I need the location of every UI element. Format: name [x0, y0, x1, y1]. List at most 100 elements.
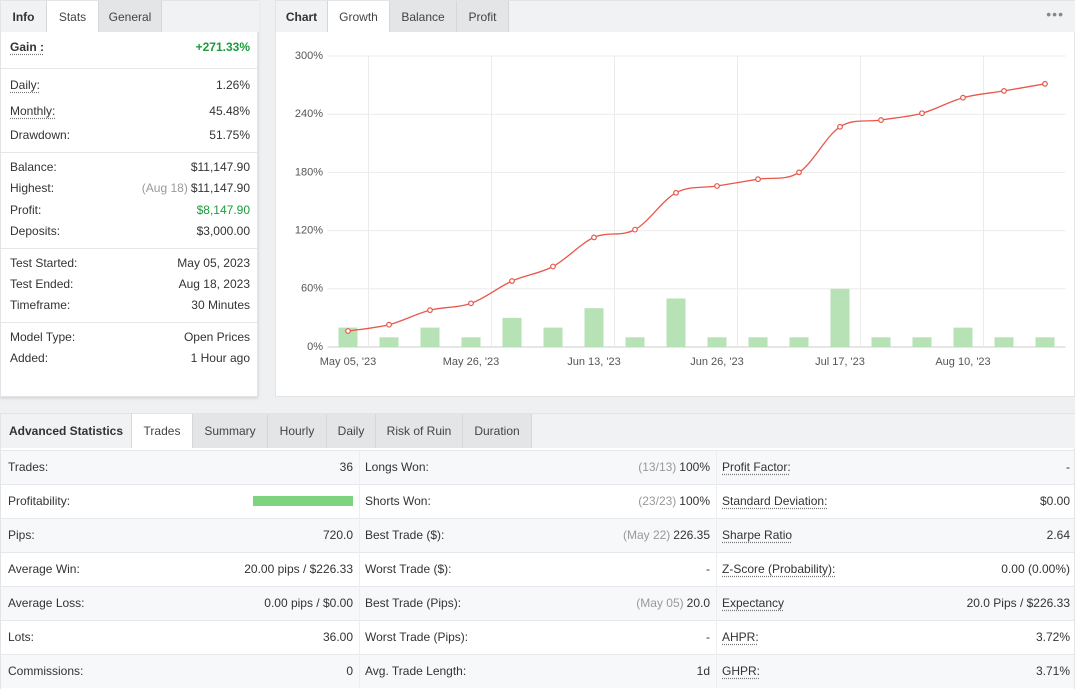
note: (Aug 18): [141, 181, 188, 195]
stat-row: Profit: $8,147.90: [10, 201, 250, 219]
value: +271.33%: [196, 40, 250, 54]
cell: Sharpe Ratio 2.64: [722, 518, 1070, 552]
point: [755, 176, 761, 183]
separator: [1, 322, 257, 323]
bar: [994, 337, 1014, 347]
cell: Best Trade (Pips): (May 05) 20.0: [365, 586, 710, 620]
cell: Commissions: 0: [8, 654, 353, 688]
tab[interactable]: Balance: [390, 1, 457, 32]
cell-label: Average Loss:: [8, 596, 85, 610]
bar: [625, 337, 645, 347]
value-text: $11,147.90: [190, 160, 250, 174]
tab[interactable]: Stats: [47, 1, 99, 32]
cell: Pips: 720.0: [8, 518, 353, 552]
value-text: 226.35: [673, 528, 710, 542]
point: [960, 94, 966, 101]
col-sep: [359, 620, 360, 654]
value: Aug 18, 2023: [179, 277, 250, 291]
point: [386, 321, 392, 328]
stat-label: Drawdown:: [10, 128, 71, 142]
stat-row: Daily: 1.26%: [10, 76, 250, 94]
table-row: [1, 484, 1074, 518]
menu-icon[interactable]: •••: [1046, 6, 1064, 22]
value-text: 720.0: [322, 528, 353, 542]
tab[interactable]: Risk of Ruin: [376, 414, 463, 448]
cell-label: Profit Factor:: [722, 460, 791, 474]
value: 1 Hour ago: [191, 351, 250, 365]
value-text: 36.00: [322, 630, 353, 644]
separator: [1, 152, 257, 153]
y-tick-label: 300%: [295, 50, 323, 62]
cell: Standard Deviation: $0.00: [722, 484, 1070, 518]
cell-label: Pips:: [8, 528, 35, 542]
col-sep: [716, 450, 717, 484]
point: [632, 226, 638, 233]
cell: Worst Trade ($): -: [365, 552, 710, 586]
value: 0: [346, 664, 353, 678]
value: 36.00: [323, 630, 353, 644]
cell-label: Shorts Won:: [365, 494, 431, 508]
cell-label: Trades:: [8, 460, 49, 474]
point: [427, 307, 433, 314]
cell: Longs Won: (13/13) 100%: [365, 450, 710, 484]
point: [468, 300, 474, 307]
line: [347, 83, 1046, 332]
cell: Trades: 36: [8, 450, 353, 484]
stat-row: Balance: $11,147.90: [10, 158, 250, 176]
tab[interactable]: Summary: [193, 414, 268, 448]
bar: [912, 337, 932, 347]
tab[interactable]: Duration: [463, 414, 532, 448]
point: [714, 183, 720, 189]
cell-label: GHPR:: [722, 664, 761, 678]
tab[interactable]: Growth: [328, 1, 390, 32]
point: [878, 117, 884, 123]
value-text: $3,000.00: [196, 224, 250, 238]
tab[interactable]: Hourly: [268, 414, 327, 448]
stat-label: Timeframe:: [10, 298, 71, 312]
bar: [502, 317, 522, 347]
y-tick-label: 120%: [295, 225, 323, 237]
value-text: $8,147.90: [196, 203, 250, 217]
value: (May 22) 226.35: [623, 528, 710, 542]
tab[interactable]: General: [99, 1, 162, 32]
bar: [1035, 337, 1055, 347]
bar: [748, 337, 768, 347]
point: [796, 169, 802, 176]
point: [550, 263, 556, 270]
col-sep: [716, 654, 717, 688]
cell-label: Avg. Trade Length:: [365, 664, 467, 678]
tab[interactable]: Trades: [132, 414, 193, 448]
stat-row: Added: 1 Hour ago: [10, 349, 250, 367]
stat-label: Model Type:: [10, 330, 76, 344]
col-sep: [359, 484, 360, 518]
tab[interactable]: Daily: [327, 414, 376, 448]
value: 2.64: [1047, 528, 1070, 542]
cell: Shorts Won: (23/23) 100%: [365, 484, 710, 518]
value: (13/13) 100%: [638, 460, 710, 474]
stat-label: Daily:: [10, 78, 41, 92]
value-text: 45.48%: [209, 104, 250, 118]
stat-row: Drawdown: 51.75%: [10, 126, 250, 144]
value-text: 100%: [679, 494, 710, 508]
cell-label: Sharpe Ratio: [722, 528, 793, 542]
col-sep: [716, 620, 717, 654]
value-text: 100%: [679, 460, 710, 474]
cell-label: Worst Trade ($):: [365, 562, 452, 576]
col-sep: [359, 450, 360, 484]
panel-title: Advanced Statistics: [1, 414, 132, 448]
col-sep: [359, 654, 360, 688]
stat-row: Test Ended: Aug 18, 2023: [10, 275, 250, 293]
tab[interactable]: Profit: [457, 1, 509, 32]
cell: Profitability:: [8, 484, 353, 518]
cell-label: Longs Won:: [365, 460, 429, 474]
bar: [461, 337, 481, 347]
table-row: [1, 552, 1074, 586]
value: $3,000.00: [197, 224, 250, 238]
advanced-panel: Advanced Statistics Trades Summary Hourly Da…: [0, 413, 1075, 689]
separator: [1, 68, 257, 69]
bar: [666, 298, 686, 347]
stat-label: Deposits:: [10, 224, 61, 238]
cell: AHPR: 3.72%: [722, 620, 1070, 654]
col-sep: [359, 518, 360, 552]
